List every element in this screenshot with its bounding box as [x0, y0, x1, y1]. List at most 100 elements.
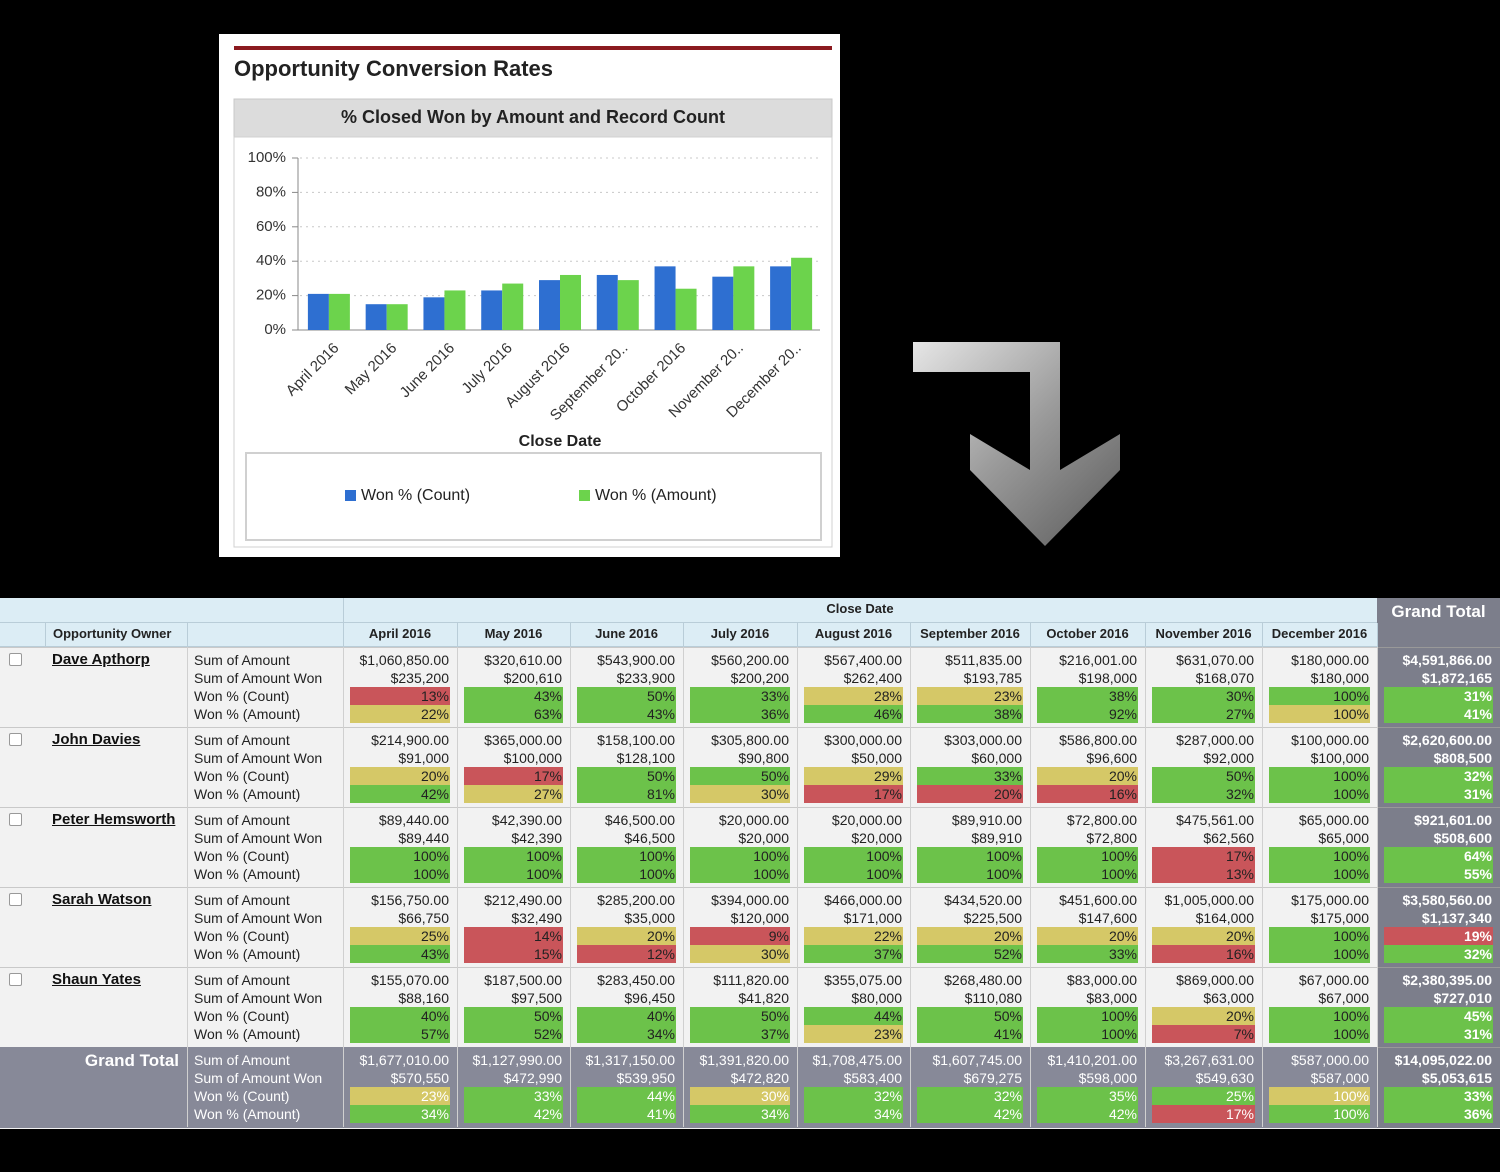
amount-cell: $3,580,560.00	[1402, 892, 1492, 908]
owner-name[interactable]: John Davies	[52, 731, 141, 748]
owner-name[interactable]: Shaun Yates	[52, 971, 141, 988]
col-divider	[343, 727, 344, 807]
row-checkbox[interactable]	[9, 973, 22, 986]
percent-cell: 40%	[577, 1007, 676, 1025]
percent-cell: 100%	[690, 865, 790, 883]
measure-label: Won % (Amount)	[194, 946, 301, 962]
amount-cell: $583,400	[843, 1070, 902, 1086]
row-checkbox[interactable]	[9, 893, 22, 906]
measure-label: Won % (Count)	[194, 688, 290, 704]
col-divider	[187, 887, 188, 967]
bar	[386, 304, 408, 330]
amount-cell: $808,500	[1433, 750, 1492, 766]
owner-name[interactable]: Peter Hemsworth	[52, 811, 176, 828]
col-divider	[1030, 647, 1031, 727]
header-divider	[45, 623, 46, 647]
amount-cell: $212,490.00	[484, 892, 562, 908]
amount-cell: $200,610	[503, 670, 562, 686]
col-divider	[1377, 887, 1378, 967]
amount-cell: $155,070.00	[371, 972, 449, 988]
percent-cell: 43%	[577, 705, 676, 723]
percent-cell: 22%	[350, 705, 450, 723]
owner-name[interactable]: Dave Apthorp	[52, 651, 150, 668]
measure-label: Won % (Count)	[194, 768, 290, 784]
header-divider	[1377, 623, 1378, 647]
percent-cell: 20%	[577, 927, 676, 945]
amount-cell: $225,500	[963, 910, 1022, 926]
amount-cell: $41,820	[738, 990, 789, 1006]
amount-cell: $168,070	[1195, 670, 1254, 686]
percent-cell: 100%	[1269, 1087, 1370, 1105]
y-tick-label: 80%	[256, 183, 286, 200]
chart-subtitle: % Closed Won by Amount and Record Count	[341, 107, 725, 127]
row-checkbox[interactable]	[9, 653, 22, 666]
amount-cell: $89,440	[398, 830, 449, 846]
header-month: September 2016	[920, 626, 1020, 641]
col-divider	[570, 647, 571, 727]
measure-label: Sum of Amount Won	[194, 750, 323, 766]
amount-cell: $158,100.00	[597, 732, 675, 748]
amount-cell: $303,000.00	[944, 732, 1022, 748]
header-owner: Opportunity Owner	[53, 626, 172, 641]
amount-cell: $4,591,866.00	[1402, 652, 1492, 668]
percent-cell: 9%	[690, 927, 790, 945]
amount-cell: $283,450.00	[597, 972, 675, 988]
amount-cell: $587,000.00	[1291, 1052, 1369, 1068]
col-divider	[683, 967, 684, 1047]
amount-cell: $214,900.00	[371, 732, 449, 748]
percent-cell: 17%	[1152, 1105, 1255, 1123]
amount-cell: $97,500	[511, 990, 562, 1006]
percent-cell: 32%	[1152, 785, 1255, 803]
percent-cell: 41%	[577, 1105, 676, 1123]
amount-cell: $198,000	[1078, 670, 1137, 686]
measure-label: Won % (Count)	[194, 928, 290, 944]
header-month: July 2016	[710, 626, 770, 641]
col-divider	[570, 887, 571, 967]
amount-cell: $100,000	[1310, 750, 1369, 766]
percent-cell: 23%	[804, 1025, 903, 1043]
amount-cell: $320,610.00	[484, 652, 562, 668]
dashboard: Opportunity Conversion Rates % Closed Wo…	[219, 34, 1120, 557]
report-table: Close Date Grand Total Opportunity Owner Ap…	[0, 598, 1500, 1129]
amount-cell: $549,630	[1195, 1070, 1254, 1086]
col-divider	[570, 807, 571, 887]
col-divider	[1030, 727, 1031, 807]
percent-cell: 100%	[1269, 687, 1370, 705]
percent-cell: 20%	[1152, 927, 1255, 945]
row-checkbox[interactable]	[9, 813, 22, 826]
row-checkbox[interactable]	[9, 733, 22, 746]
col-divider	[343, 967, 344, 1047]
percent-cell: 20%	[917, 927, 1023, 945]
y-tick-label: 20%	[256, 287, 286, 304]
percent-cell: 100%	[804, 865, 903, 883]
percent-cell: 100%	[690, 847, 790, 865]
legend-label: Won % (Amount)	[595, 487, 717, 504]
percent-cell: 63%	[464, 705, 563, 723]
owner-name[interactable]: Sarah Watson	[52, 891, 152, 908]
y-tick-label: 60%	[256, 218, 286, 235]
col-divider	[343, 887, 344, 967]
amount-cell: $180,000.00	[1291, 652, 1369, 668]
percent-cell: 52%	[464, 1025, 563, 1043]
amount-cell: $1,060,850.00	[359, 652, 449, 668]
amount-cell: $1,137,340	[1421, 910, 1492, 926]
percent-cell: 100%	[1269, 705, 1370, 723]
bar	[539, 280, 560, 330]
legend-label: Won % (Count)	[361, 487, 470, 504]
percent-cell: 33%	[690, 687, 790, 705]
amount-cell: $1,607,745.00	[932, 1052, 1022, 1068]
percent-cell: 30%	[690, 1087, 790, 1105]
amount-cell: $90,800	[738, 750, 789, 766]
percent-cell: 19%	[1384, 927, 1493, 945]
header-divider	[910, 623, 911, 647]
percent-cell: 28%	[804, 687, 903, 705]
amount-cell: $171,000	[843, 910, 902, 926]
measure-label: Won % (Amount)	[194, 866, 301, 882]
percent-cell: 41%	[917, 1025, 1023, 1043]
x-axis-label: Close Date	[519, 433, 602, 450]
percent-cell: 22%	[804, 927, 903, 945]
measure-label: Sum of Amount	[194, 732, 290, 748]
col-divider	[1377, 1047, 1378, 1127]
amount-cell: $175,000.00	[1291, 892, 1369, 908]
